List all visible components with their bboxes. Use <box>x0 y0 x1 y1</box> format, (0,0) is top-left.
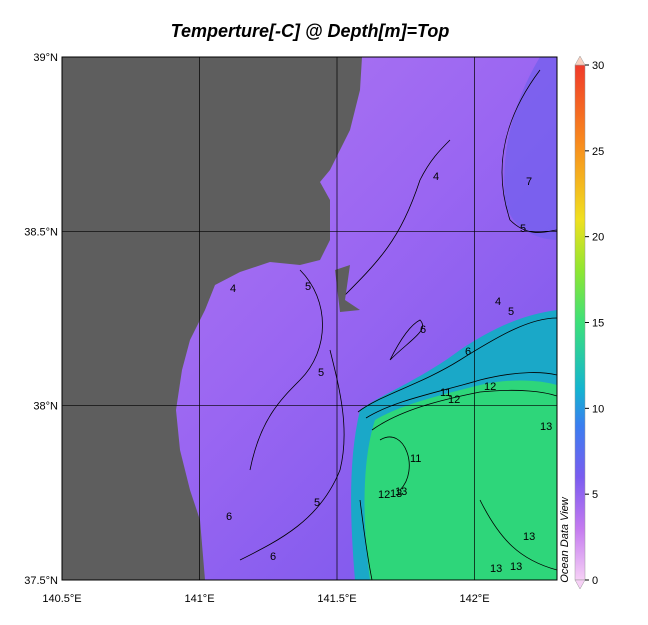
contour-label: 5 <box>314 497 320 509</box>
colorbar-arrow <box>574 55 586 66</box>
contour-label: 6 <box>420 324 426 336</box>
contour-label: 12 <box>448 394 460 406</box>
contour-label: 6 <box>465 346 471 358</box>
contour-label: 13 <box>540 421 552 433</box>
contour-label: 12 <box>484 381 496 393</box>
colorbar-tick-label: 10 <box>592 403 604 415</box>
contour-label: 4 <box>230 283 236 295</box>
map-area <box>62 57 557 580</box>
contour-label: 5 <box>318 367 324 379</box>
colorbar-tick-label: 0 <box>592 575 598 587</box>
contour-label: 7 <box>526 176 532 188</box>
lon-tick-label: 142°E <box>459 593 489 605</box>
contour-label: 12 <box>378 489 390 501</box>
colorbar-ticks: 0 5 10 15 20 25 30 <box>585 60 604 587</box>
map-frame <box>61 56 558 581</box>
lat-tick-label: 38.5°N <box>24 226 58 238</box>
contour-label: 6 <box>270 551 276 563</box>
colorbar-tick-label: 15 <box>592 318 604 330</box>
contour-label: 5 <box>508 306 514 318</box>
contour-label: 4 <box>433 171 439 183</box>
lat-tick-label: 39°N <box>33 52 58 64</box>
contour-label: 13 <box>490 563 502 575</box>
contour-label: 5 <box>520 223 526 235</box>
island <box>335 265 360 312</box>
contour-label: 13 <box>510 561 522 573</box>
lat-tick-label: 37.5°N <box>24 575 58 587</box>
contour-label: 5 <box>305 281 311 293</box>
colorbar-tick-label: 20 <box>592 232 604 244</box>
contour-label: 13 <box>390 488 402 500</box>
colorbar-tick-label: 30 <box>592 60 604 72</box>
land <box>62 57 362 580</box>
ocean-patch <box>504 57 557 240</box>
contour-label: 11 <box>410 453 421 465</box>
contours <box>239 69 557 580</box>
lon-tick-label: 141°E <box>184 593 214 605</box>
title: Temperture[-C] @ Depth[m]=Top <box>171 21 450 41</box>
contour-label: 4 <box>495 296 501 308</box>
colorbar-arrow <box>574 579 586 590</box>
contour-label: 6 <box>226 511 232 523</box>
warm-water <box>364 380 557 580</box>
lat-tick-label: 38°N <box>33 401 58 413</box>
contour-label: 11 <box>440 387 451 399</box>
colorbar-tick-label: 25 <box>592 146 604 158</box>
contour-label: 13 <box>523 531 535 543</box>
lon-tick-label: 141.5°E <box>317 593 356 605</box>
lon-tick-label: 140.5°E <box>42 593 81 605</box>
contour-label: 13 <box>395 486 407 498</box>
watermark: Ocean Data View <box>559 496 571 582</box>
colorbar <box>574 64 586 581</box>
colorbar-tick-label: 5 <box>592 489 598 501</box>
